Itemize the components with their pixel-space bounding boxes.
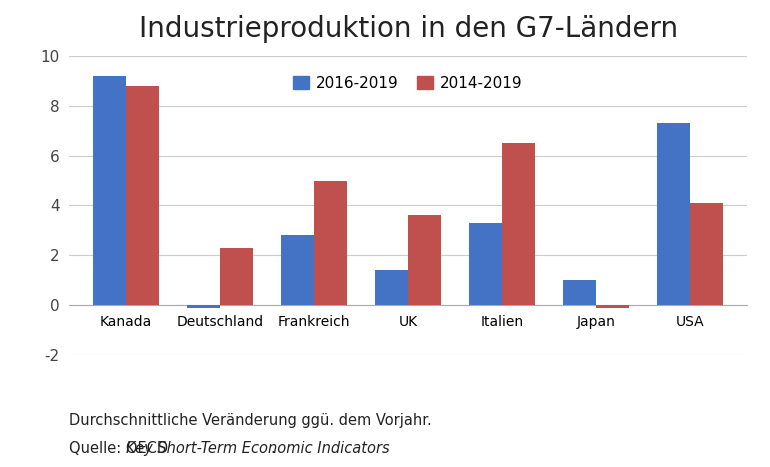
Bar bbox=[375, 270, 408, 305]
Bar bbox=[93, 76, 126, 305]
Text: Durchschnittliche Veränderung ggü. dem Vorjahr.: Durchschnittliche Veränderung ggü. dem V… bbox=[69, 413, 432, 428]
Bar bbox=[469, 223, 502, 305]
Bar bbox=[564, 280, 596, 305]
Bar bbox=[691, 203, 723, 305]
Title: Industrieproduktion in den G7-Ländern: Industrieproduktion in den G7-Ländern bbox=[139, 14, 678, 42]
Bar bbox=[596, 305, 629, 308]
Bar bbox=[220, 248, 253, 305]
Text: Quelle: OECD: Quelle: OECD bbox=[69, 441, 173, 456]
Bar bbox=[658, 123, 691, 305]
Bar bbox=[187, 305, 220, 308]
Bar bbox=[281, 235, 314, 305]
Bar bbox=[408, 215, 441, 305]
Bar bbox=[126, 86, 159, 305]
Text: Key Short-Term Economic Indicators: Key Short-Term Economic Indicators bbox=[126, 441, 389, 456]
Bar bbox=[314, 181, 347, 305]
Bar bbox=[502, 143, 535, 305]
Text: .: . bbox=[270, 441, 275, 456]
Legend: 2016-2019, 2014-2019: 2016-2019, 2014-2019 bbox=[287, 70, 529, 97]
